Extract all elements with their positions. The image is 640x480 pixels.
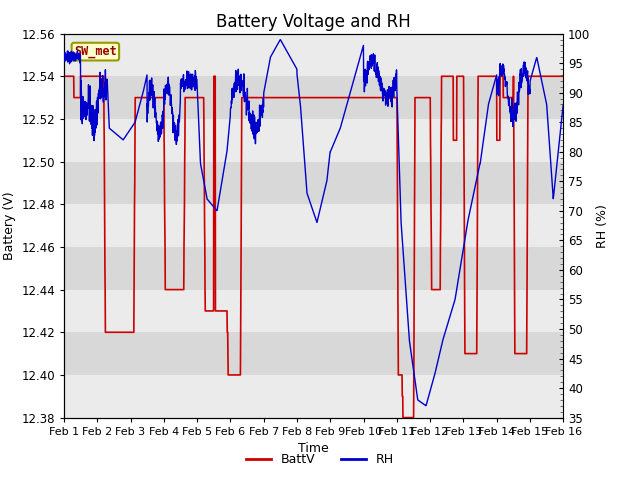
Bar	[64, 289, 563, 332]
Text: SW_met: SW_met	[74, 45, 116, 58]
Bar	[64, 76, 563, 119]
Bar	[64, 375, 563, 418]
Legend: BattV, RH: BattV, RH	[241, 448, 399, 471]
Bar	[64, 119, 563, 162]
Bar	[64, 332, 563, 375]
Y-axis label: RH (%): RH (%)	[596, 204, 609, 248]
Title: Battery Voltage and RH: Battery Voltage and RH	[216, 12, 411, 31]
Bar	[64, 247, 563, 289]
Bar	[64, 204, 563, 247]
X-axis label: Time: Time	[298, 442, 329, 455]
Y-axis label: Battery (V): Battery (V)	[3, 192, 15, 260]
Bar	[64, 162, 563, 204]
Bar	[64, 34, 563, 76]
